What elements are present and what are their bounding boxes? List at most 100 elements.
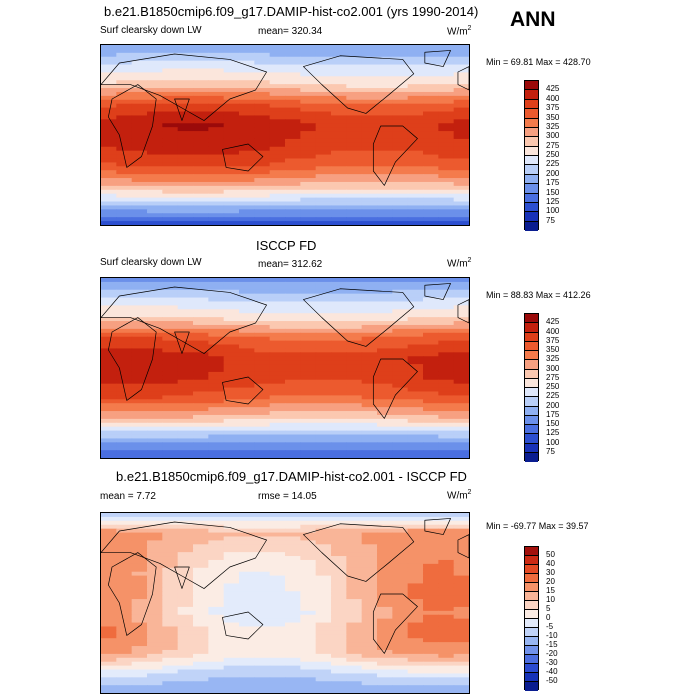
map-cell xyxy=(147,170,163,175)
map-cell xyxy=(392,201,409,207)
map-cell xyxy=(407,544,424,549)
map-cell xyxy=(315,91,332,97)
map-cell xyxy=(193,657,209,663)
map-cell xyxy=(193,516,209,522)
map-cell xyxy=(162,131,179,136)
map-cell xyxy=(131,146,148,152)
map-cell xyxy=(269,150,286,156)
map-cell xyxy=(223,181,240,187)
colorbar-tick-label: 250 xyxy=(546,382,560,391)
map-cell xyxy=(315,174,332,179)
map-cell xyxy=(300,544,317,549)
map-cell xyxy=(331,552,347,557)
map-cell xyxy=(407,305,424,310)
map-cell xyxy=(453,115,469,120)
map-cell xyxy=(131,189,148,195)
map-cell xyxy=(285,646,301,651)
map-cell xyxy=(423,317,439,322)
map-cell xyxy=(101,677,117,682)
map-cell xyxy=(300,297,317,303)
map-cell xyxy=(239,536,255,541)
map-cell xyxy=(101,442,117,447)
map-cell xyxy=(423,336,439,342)
map-cell xyxy=(116,411,133,416)
map-cell xyxy=(162,213,179,218)
map-cell xyxy=(177,217,194,222)
map-cell xyxy=(361,45,378,50)
map-cell xyxy=(331,72,347,77)
map-cell xyxy=(423,583,439,588)
map-cell xyxy=(177,614,194,620)
map-cell xyxy=(254,524,271,530)
map-cell xyxy=(361,80,378,85)
map-cell xyxy=(162,278,179,283)
map-cell xyxy=(131,301,148,306)
map-cell xyxy=(407,516,424,522)
map-cell xyxy=(423,399,439,404)
map-cell xyxy=(269,665,286,671)
map-cell xyxy=(423,591,439,596)
map-cell xyxy=(346,387,363,393)
map-cell xyxy=(116,665,133,671)
map-cell xyxy=(407,289,424,295)
colorbar-tick-label: -20 xyxy=(546,649,558,658)
map-cell xyxy=(392,618,409,624)
map-cell xyxy=(162,387,179,393)
map-cell xyxy=(377,536,393,541)
map-cell xyxy=(254,115,271,120)
map-cell xyxy=(177,618,194,624)
map-cell xyxy=(269,430,286,436)
map-cell xyxy=(315,142,332,148)
map-cell xyxy=(438,552,455,557)
map-cell xyxy=(239,56,255,62)
map-cell xyxy=(239,131,255,136)
map-cell xyxy=(315,528,332,534)
map-cell xyxy=(193,422,209,428)
colorbar-segment xyxy=(525,443,538,453)
map-cell xyxy=(223,201,240,207)
map-cell xyxy=(331,391,347,396)
map-cell xyxy=(208,536,225,541)
map-cell xyxy=(131,540,148,545)
map-cell xyxy=(254,127,271,132)
map-cell xyxy=(315,540,332,545)
map-cell xyxy=(453,450,469,455)
map-cell xyxy=(162,76,179,81)
map-cell xyxy=(193,599,209,604)
colorbar-tick-label: 425 xyxy=(546,317,560,327)
map-cell xyxy=(315,281,332,287)
map-cell xyxy=(223,379,240,385)
map-cell xyxy=(346,403,363,408)
map-cell xyxy=(254,540,271,545)
map-cell xyxy=(407,103,424,109)
map-cell xyxy=(269,162,286,167)
colorbar-tick-label: 275 xyxy=(546,372,560,382)
map-cell xyxy=(392,379,409,385)
map-cell xyxy=(177,336,194,342)
map-cell xyxy=(177,595,194,600)
map-cell xyxy=(162,340,179,346)
map-cell xyxy=(162,135,179,140)
map-cell xyxy=(162,352,179,357)
map-cell xyxy=(285,205,301,210)
map-cell xyxy=(315,344,332,350)
map-cell xyxy=(208,289,225,295)
map-cell xyxy=(315,630,332,635)
map-cell xyxy=(131,618,148,624)
map-cell xyxy=(346,360,363,365)
map-cell xyxy=(453,520,469,526)
map-cell xyxy=(269,91,286,97)
map-cell xyxy=(331,563,347,569)
map-cell xyxy=(269,391,286,396)
map-cell xyxy=(346,181,363,187)
map-cell xyxy=(223,685,240,690)
map-cell xyxy=(392,52,409,58)
map-cell xyxy=(392,571,409,577)
map-cell xyxy=(392,88,409,93)
map-cell xyxy=(208,649,225,655)
map-cell xyxy=(208,45,225,50)
map-cell xyxy=(315,689,332,693)
map-cell xyxy=(193,454,209,458)
map-cell xyxy=(300,603,317,608)
map-cell xyxy=(193,591,209,596)
